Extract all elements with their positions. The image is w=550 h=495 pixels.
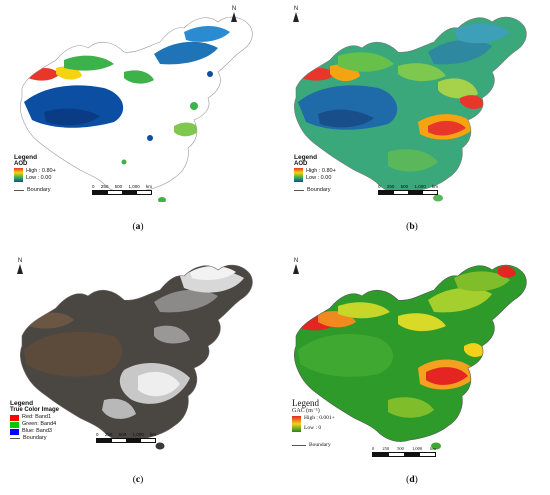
band-blue-label: Blue: Band3 — [22, 428, 52, 434]
legend-title: Legend — [292, 398, 319, 408]
caption-b: (b) — [406, 222, 418, 232]
legend-boundary: Boundary — [309, 442, 331, 448]
north-arrow: N — [230, 6, 238, 22]
legend-title: Legend — [14, 154, 38, 161]
caption-a: (a) — [132, 222, 144, 232]
caption-c: (c) — [132, 475, 144, 485]
legend-b: Legend AOD High : 0.80+ Low : 0.00 Bound… — [294, 154, 336, 194]
panel-c: N Legend True Color Image Red: Band1 Gre… — [4, 250, 272, 490]
legend-high: High : 0.80+ — [306, 168, 336, 174]
legend-low: Low : 0.00 — [26, 175, 52, 181]
band-blue-swatch — [10, 428, 19, 435]
legend-subtitle: AOD — [14, 161, 28, 167]
legend-high: High : 0.001+ — [304, 415, 335, 421]
legend-subtitle: True Color Image — [10, 407, 60, 413]
scale-bar: 0 250 500 1,000 km — [372, 446, 436, 457]
true-color-map — [20, 264, 253, 450]
aod-sparse-map — [20, 16, 253, 202]
legend-a: Legend AOD High : 0.80+ Low : 0.00 Bound… — [14, 154, 56, 194]
panel-b: N Legend AOD High : 0.80+ Low : 0.00 Bou… — [278, 2, 546, 242]
legend-high: High : 0.80+ — [26, 168, 56, 174]
legend-c: Legend True Color Image Red: Band1 Green… — [10, 400, 59, 442]
aod-full-map — [294, 16, 527, 202]
north-arrow: N — [16, 258, 24, 274]
caption-d: (d) — [406, 475, 418, 485]
band-green-swatch — [10, 421, 19, 428]
gradient-swatch — [294, 168, 303, 182]
scale-bar: 0 250 500 1,000 km — [92, 184, 152, 195]
legend-low: Low : 0 — [304, 425, 322, 431]
legend-boundary: Boundary — [307, 187, 331, 193]
gradient-swatch — [292, 415, 301, 432]
legend-boundary: Boundary — [23, 435, 47, 441]
north-arrow: N — [292, 6, 300, 22]
panel-a: N Legend AOD High : 0.80+ Low : 0.00 Bou… — [4, 2, 272, 242]
legend-title: Legend — [10, 400, 34, 407]
band-green-label: Green: Band4 — [22, 421, 57, 427]
scale-bar: 0 250 500 1,000 km — [378, 184, 438, 195]
band-red-label: Red: Band1 — [22, 414, 52, 420]
legend-boundary: Boundary — [27, 187, 51, 193]
legend-d: Legend GAC (m⁻¹) High : 0.001+ Low : 0 B… — [292, 398, 335, 449]
gradient-swatch — [14, 168, 23, 182]
scale-bar: 0 250 500 1,000 km — [96, 432, 156, 443]
legend-title: Legend — [294, 154, 318, 161]
legend-subtitle: GAC (m⁻¹) — [292, 408, 320, 414]
panel-d: N Legend GAC (m⁻¹) High : 0.001+ Low : 0… — [278, 250, 546, 490]
band-red-swatch — [10, 414, 19, 421]
legend-subtitle: AOD — [294, 161, 308, 167]
north-arrow: N — [292, 258, 300, 274]
gac-map — [294, 264, 527, 450]
legend-low: Low : 0.00 — [306, 175, 332, 181]
